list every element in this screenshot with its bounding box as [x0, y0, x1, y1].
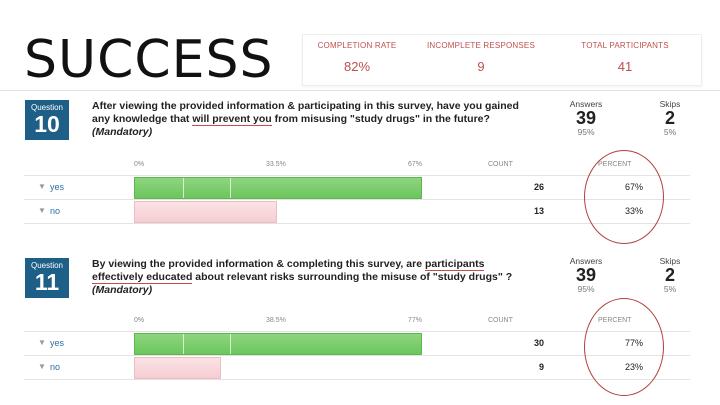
question-badge: Question 11: [25, 258, 69, 298]
question-badge-label: Question: [30, 261, 64, 270]
response-bar: [134, 333, 422, 355]
axis-tick: 0%: [134, 161, 145, 168]
answer-label[interactable]: no: [50, 206, 61, 216]
stat-label: COMPLETION RATE: [317, 41, 397, 50]
filter-icon[interactable]: ▼: [38, 182, 46, 191]
filter-icon[interactable]: ▼: [38, 338, 46, 347]
skips-count: 2: [664, 108, 675, 128]
mandatory-label: (Mandatory): [92, 284, 153, 296]
bar-gridline: [230, 334, 231, 354]
skips-percent: 5%: [663, 127, 677, 137]
answers-label: Answers: [569, 99, 603, 109]
axis-tick: 38.5%: [266, 317, 286, 324]
bar-gridline: [230, 178, 231, 198]
question-text-part: By viewing the provided information & co…: [92, 258, 425, 270]
question-text: After viewing the provided information &…: [92, 100, 522, 139]
question-text-part: After viewing the provided information &…: [92, 100, 519, 125]
answer-label[interactable]: yes: [50, 338, 65, 348]
survey-summary-panel: COMPLETION RATE 82% INCOMPLETE RESPONSES…: [302, 34, 702, 86]
answers-summary: Answers 39 95%: [566, 99, 606, 137]
highlight-circle: [584, 150, 664, 244]
stat-value: 9: [477, 59, 485, 74]
response-bar: [134, 357, 221, 379]
skips-summary: Skips 2 5%: [650, 99, 690, 137]
answers-count: 39: [575, 108, 597, 128]
answer-count: 26: [533, 182, 544, 192]
question-badge-label: Question: [30, 103, 64, 112]
answers-count: 39: [575, 265, 597, 285]
answer-count: 30: [533, 338, 544, 348]
answer-row-no[interactable]: ▼ no 13 33%: [24, 199, 690, 224]
skips-count: 2: [664, 265, 675, 285]
filter-icon[interactable]: ▼: [38, 206, 46, 215]
question-badge: Question 10: [25, 100, 69, 140]
divider: [0, 90, 720, 91]
mandatory-label: (Mandatory): [92, 126, 153, 138]
page-title: SUCCESS: [24, 30, 274, 90]
answer-label[interactable]: yes: [50, 182, 65, 192]
response-bar: [134, 201, 277, 223]
question-text-part: about relevant risks surrounding the mis…: [192, 271, 513, 283]
answers-percent: 95%: [577, 127, 595, 137]
question-number: 10: [34, 111, 60, 137]
count-header: COUNT: [488, 161, 513, 168]
underlined-phrase: will prevent you: [192, 113, 272, 126]
stat-incomplete-responses: INCOMPLETE RESPONSES 9: [423, 41, 539, 74]
stat-completion-rate: COMPLETION RATE 82%: [311, 41, 403, 74]
skips-label: Skips: [659, 99, 681, 109]
response-bar: [134, 177, 422, 199]
stat-value: 82%: [343, 59, 371, 74]
highlight-circle: [584, 298, 664, 396]
answers-percent: 95%: [577, 284, 595, 294]
answer-label[interactable]: no: [50, 362, 61, 372]
question-text: By viewing the provided information & co…: [92, 258, 522, 297]
skips-summary: Skips 2 5%: [650, 256, 690, 294]
count-header: COUNT: [488, 317, 513, 324]
stat-label: INCOMPLETE RESPONSES: [426, 41, 536, 50]
skips-percent: 5%: [663, 284, 677, 294]
answer-count: 9: [538, 362, 544, 372]
underlined-phrase: participants effectively educated: [92, 258, 485, 284]
answer-count: 13: [533, 206, 544, 216]
axis-tick: 77%: [408, 317, 423, 324]
bar-gridline: [183, 334, 184, 354]
question-number: 11: [34, 269, 60, 295]
stat-label: TOTAL PARTICIPANTS: [581, 41, 669, 50]
filter-icon[interactable]: ▼: [38, 362, 46, 371]
axis-tick: 33.5%: [266, 161, 286, 168]
skips-label: Skips: [659, 256, 681, 266]
axis-tick: 67%: [408, 161, 423, 168]
bar-gridline: [183, 178, 184, 198]
axis-tick: 0%: [134, 317, 145, 324]
stat-value: 41: [617, 59, 633, 74]
question-text-part: from misusing "study drugs" in the futur…: [271, 113, 490, 125]
answers-summary: Answers 39 95%: [566, 256, 606, 294]
answers-label: Answers: [569, 256, 603, 266]
stat-total-participants: TOTAL PARTICIPANTS 41: [575, 41, 675, 74]
